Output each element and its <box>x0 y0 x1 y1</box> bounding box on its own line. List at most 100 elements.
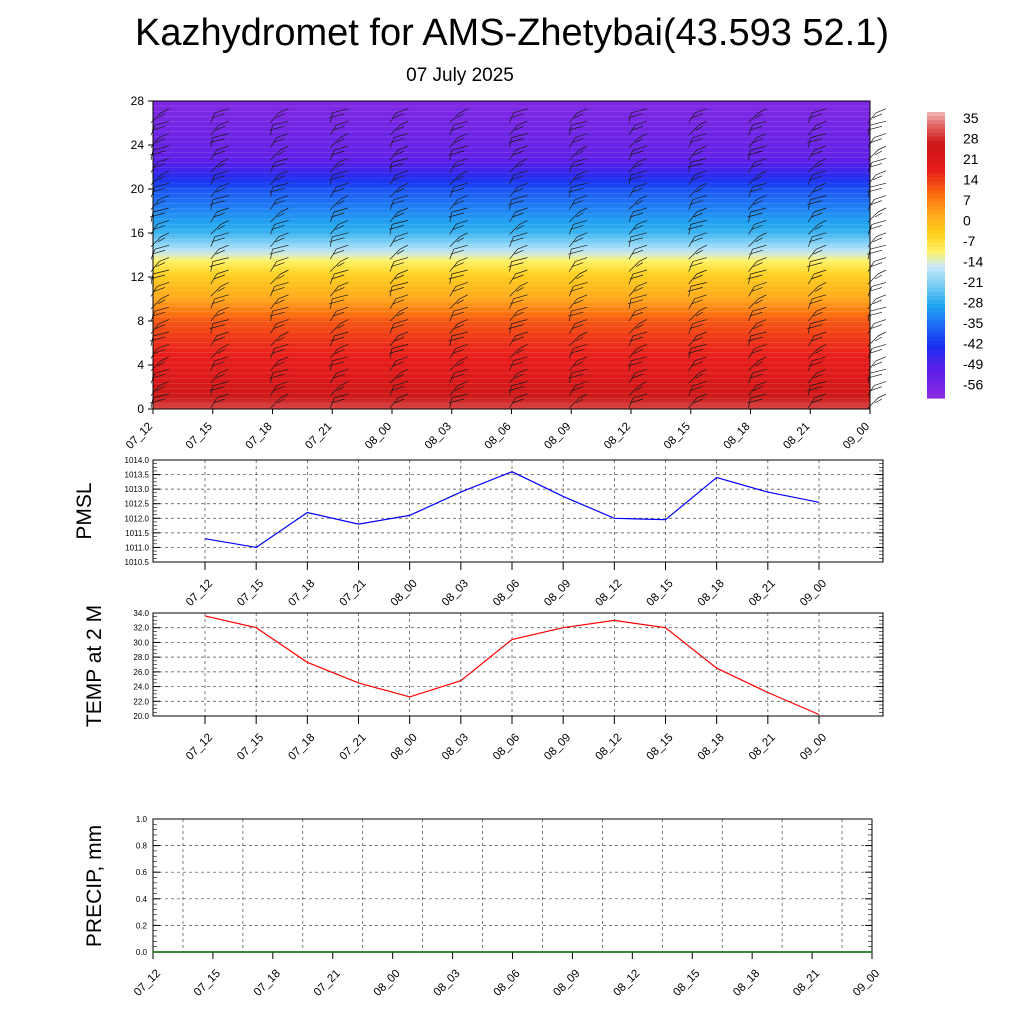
wind-barb <box>748 257 767 272</box>
wind-barb <box>807 356 827 371</box>
colorbar-label: 14 <box>963 172 979 188</box>
wind-barb <box>628 145 648 161</box>
wind-barb <box>748 244 767 260</box>
wind-barb <box>688 381 707 396</box>
y-tick-label: 24.0 <box>133 683 149 692</box>
wind-barb <box>449 244 468 260</box>
colorbar-label: -14 <box>963 254 983 270</box>
colorbar-swatch <box>927 128 945 134</box>
wind-barb <box>628 306 648 322</box>
wind-barb <box>568 182 588 198</box>
colorbar-swatch <box>927 148 945 154</box>
wind-barb <box>389 294 409 309</box>
wind-barb <box>867 232 887 248</box>
wind-barb <box>688 108 707 123</box>
colorbar-swatch <box>927 291 945 297</box>
wind-barb <box>748 306 767 322</box>
wind-barb <box>449 356 468 372</box>
x-tick-label: 08_03 <box>432 968 463 999</box>
x-tick-label: 08_15 <box>645 732 676 763</box>
wind-barb <box>329 158 349 173</box>
colorbar-swatch <box>927 369 945 375</box>
wind-barb <box>748 195 767 210</box>
colorbar-swatch <box>927 234 945 240</box>
wind-barb <box>270 158 289 173</box>
wind-barb <box>389 368 409 384</box>
wind-barb <box>508 133 528 148</box>
colorbar-swatch <box>927 295 945 301</box>
colorbar-swatch <box>927 222 945 227</box>
wind-barb <box>808 344 827 359</box>
wind-barb <box>210 282 229 297</box>
wind-barb <box>688 120 707 136</box>
wind-barb <box>330 381 349 396</box>
x-tick-label: 07_12 <box>124 421 155 452</box>
wind-barb <box>330 195 349 210</box>
wind-barb <box>388 282 409 297</box>
wind-barb <box>867 393 887 409</box>
wind-barb <box>687 158 707 173</box>
wind-barb <box>270 232 289 248</box>
wind-barb <box>210 294 229 309</box>
colorbar-swatch <box>927 336 945 342</box>
colorbar-label: 0 <box>963 213 971 229</box>
wind-barb <box>150 158 170 173</box>
wind-barb <box>210 207 229 223</box>
series-line <box>204 615 820 716</box>
wind-barb <box>628 133 648 148</box>
wind-barb <box>627 356 648 371</box>
wind-barb <box>807 133 827 148</box>
x-tick-label: 08_09 <box>542 578 573 609</box>
wind-barb <box>509 368 528 384</box>
wind-barb <box>388 158 409 173</box>
colorbar-swatch <box>927 116 945 121</box>
wind-barb <box>270 145 289 161</box>
wind-barb <box>329 368 349 384</box>
wind-barb <box>568 232 588 248</box>
x-tick-label: 08_15 <box>662 421 693 452</box>
wind-barb <box>807 120 827 136</box>
wind-barb <box>509 232 528 247</box>
wind-barb <box>509 207 528 223</box>
wind-barb <box>509 344 528 359</box>
x-tick-label: 08_15 <box>645 578 676 609</box>
wind-barb <box>508 381 528 396</box>
wind-barb <box>389 232 409 247</box>
wind-barb <box>867 170 887 186</box>
y-tick-label: 20.0 <box>133 712 149 721</box>
wind-barb <box>748 344 767 359</box>
colorbar-label: 21 <box>963 151 979 167</box>
wind-barb <box>210 108 229 123</box>
colorbar-swatch <box>927 324 945 330</box>
wind-barb <box>867 331 887 347</box>
wind-barb <box>329 344 349 359</box>
wind-barb <box>448 207 468 223</box>
y-tick-label: 24 <box>131 138 145 152</box>
wind-barb <box>627 294 648 309</box>
x-tick-label: 09_00 <box>851 968 882 999</box>
wind-barb <box>329 170 349 185</box>
colorbar-swatch <box>927 197 945 203</box>
colorbar-swatch <box>927 255 945 260</box>
colorbar-label: 7 <box>963 192 971 208</box>
wind-barb <box>270 133 289 148</box>
wind-barb <box>449 368 468 384</box>
x-tick-label: 07_15 <box>235 578 266 609</box>
wind-barb <box>807 294 827 309</box>
colorbar-swatch <box>927 246 945 252</box>
y-tick-label: 28 <box>131 94 145 108</box>
wind-barb <box>808 220 827 235</box>
y-tick-label: 22.0 <box>133 697 149 706</box>
y-tick-label: 1011.5 <box>125 529 149 538</box>
wind-barb <box>269 368 289 384</box>
wind-barb <box>449 306 468 322</box>
wind-barb <box>867 133 887 148</box>
colorbar-swatch <box>927 393 945 399</box>
x-tick-label: 07_21 <box>312 968 343 999</box>
wind-barb <box>210 356 229 371</box>
wind-barb <box>867 145 887 161</box>
wind-barb <box>509 158 528 173</box>
wind-barb <box>389 170 409 185</box>
wind-barb <box>628 319 648 334</box>
y-tick-label: 20 <box>131 182 145 196</box>
